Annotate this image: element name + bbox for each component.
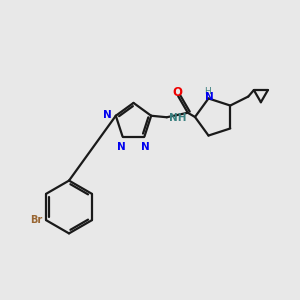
Text: NH: NH — [169, 112, 186, 123]
Text: N: N — [103, 110, 112, 120]
Text: H: H — [205, 87, 211, 96]
Text: N: N — [117, 142, 126, 152]
Text: Br: Br — [30, 215, 43, 225]
Text: N: N — [205, 92, 214, 102]
Text: N: N — [141, 142, 150, 152]
Text: O: O — [172, 85, 182, 99]
